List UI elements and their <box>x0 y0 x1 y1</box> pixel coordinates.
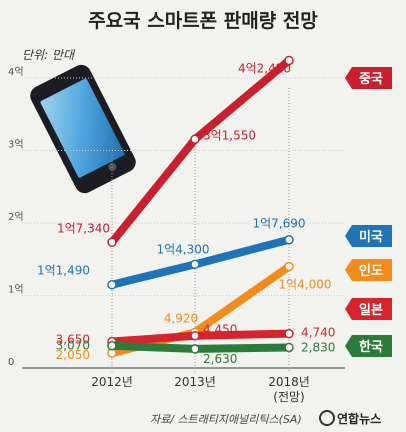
legend-tag-0 <box>345 67 392 89</box>
x-tick-label: 2013년 <box>174 375 216 389</box>
legend-label: 미국 <box>359 229 383 245</box>
legend-label: 중국 <box>359 72 383 87</box>
x-tick-label: 2018년 <box>268 375 310 389</box>
data-label: 3,070 <box>56 339 90 353</box>
brand-logo: 연합뉴스 <box>319 410 381 426</box>
data-point <box>284 261 294 272</box>
data-point <box>107 279 117 290</box>
y-tick-label: 3억 <box>8 139 24 151</box>
data-label: 1억7,690 <box>252 217 305 231</box>
data-label: 4,920 <box>164 311 198 325</box>
data-label: 3,650 <box>56 333 90 347</box>
legend-tag-3 <box>345 298 392 320</box>
x-tick-label: 2012년 <box>91 375 133 389</box>
series-line-0 <box>108 56 293 247</box>
data-point <box>190 344 200 354</box>
data-label: 3억1,550 <box>203 128 256 142</box>
data-point <box>107 340 117 351</box>
data-point <box>284 234 294 245</box>
chart-title: 주요국 스마트폰 판매량 전망 <box>88 10 318 32</box>
data-label: 4,450 <box>203 323 237 337</box>
brand-logo-icon <box>319 410 335 426</box>
data-point <box>284 55 294 66</box>
legend-tag-4 <box>345 335 392 357</box>
data-label: 4억2,420 <box>238 61 291 75</box>
data-point <box>284 328 294 339</box>
series-line-3 <box>108 329 293 346</box>
legend-label: 일본 <box>359 303 383 318</box>
phone-illustration-icon <box>30 64 136 194</box>
legend-label: 한국 <box>359 339 383 355</box>
data-label: 1억4,000 <box>278 278 331 292</box>
data-label: 2,630 <box>203 352 237 366</box>
legend-tag-1 <box>345 225 392 247</box>
unit-label: 단위: 만대 <box>22 48 76 62</box>
y-tick-label: 0 <box>8 357 14 368</box>
x-axis: 2012년 2013년 2018년(전망) <box>91 375 310 404</box>
data-point <box>190 259 200 270</box>
data-point <box>190 134 200 145</box>
brand-text: 연합뉴스 <box>337 411 381 426</box>
x-tick-sublabel: (전망) <box>273 390 304 404</box>
y-axis: 0 1억 2억 3억 4억 <box>8 66 24 368</box>
data-label: 2,050 <box>56 348 90 362</box>
data-label: 1억1,490 <box>37 264 90 278</box>
y-tick-label: 1억 <box>8 284 24 296</box>
legend-tag-2 <box>345 259 392 281</box>
data-label: 1억4,300 <box>156 242 209 256</box>
legend-label: 인도 <box>359 263 383 279</box>
data-point <box>107 237 117 248</box>
series-line-4 <box>108 341 293 353</box>
y-tick-label: 4억 <box>8 66 24 78</box>
source-text: 자료/ 스트래티지애널리틱스(SA) <box>150 413 302 426</box>
data-label: 4,740 <box>301 326 335 340</box>
grid <box>22 77 345 372</box>
data-label: 1억7,340 <box>57 221 110 235</box>
data-point <box>190 330 200 341</box>
data-label: 2,830 <box>301 340 335 354</box>
data-point <box>284 342 294 353</box>
series-layer: 1억7,340 3억1,550 4억2,420 1억1,490 1억4,300 1억7,6… <box>37 55 335 366</box>
y-tick-label: 2억 <box>8 211 24 223</box>
